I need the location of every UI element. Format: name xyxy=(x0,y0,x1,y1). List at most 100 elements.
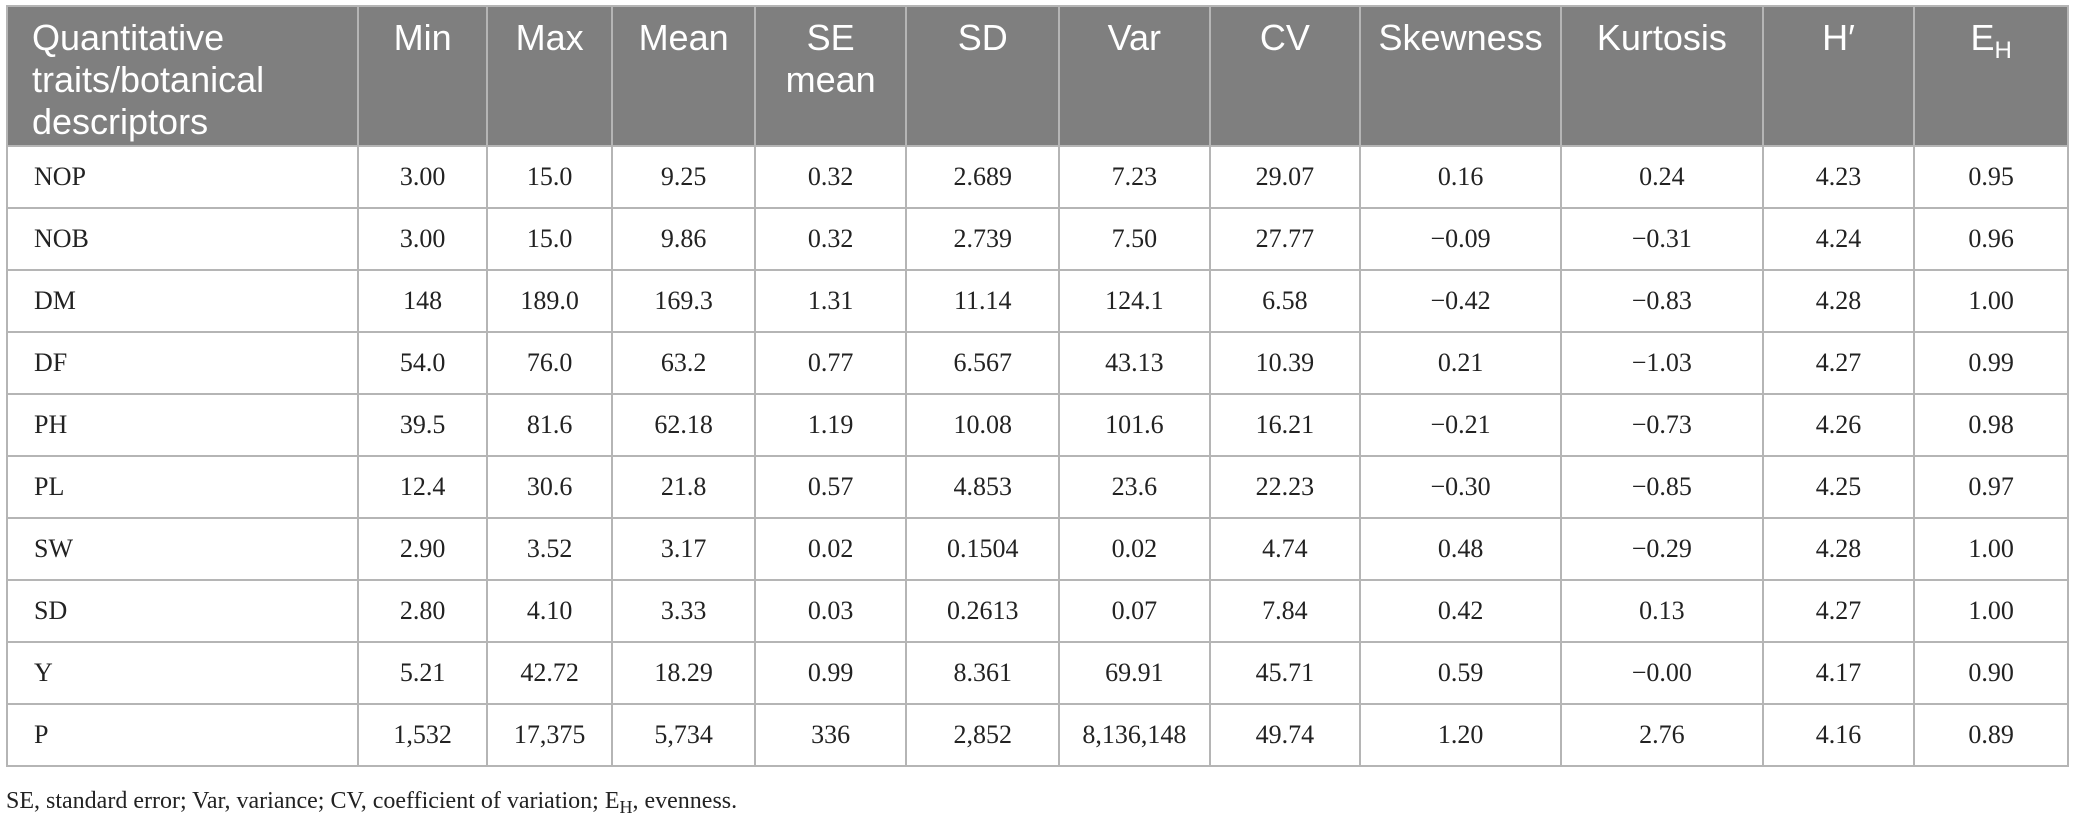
table-cell: 42.72 xyxy=(485,641,614,705)
table-cell: 0.03 xyxy=(753,579,908,643)
table-row: SD 2.80 4.10 3.33 0.03 0.2613 0.07 7.84 0.42 0.13… xyxy=(5,579,2069,643)
table-cell: 0.96 xyxy=(1913,207,2069,271)
header-row: Quantitative traits/botanical descriptor… xyxy=(5,5,2069,147)
table-cell: 54.0 xyxy=(357,331,488,395)
table-cell: 21.8 xyxy=(611,455,756,519)
table-cell: 23.6 xyxy=(1058,455,1211,519)
table-cell: 0.89 xyxy=(1913,703,2069,767)
col-header-skewness: Skewness xyxy=(1359,5,1562,147)
table-cell: 0.2613 xyxy=(905,579,1061,643)
table-cell: −0.00 xyxy=(1559,641,1764,705)
table-cell: 0.02 xyxy=(753,517,908,581)
table-cell: 76.0 xyxy=(485,331,614,395)
table-cell: 4.28 xyxy=(1761,269,1916,333)
table-cell: 0.32 xyxy=(753,207,908,271)
table-cell: 0.16 xyxy=(1359,145,1562,209)
table-cell: 62.18 xyxy=(611,393,756,457)
table-cell: 8.361 xyxy=(905,641,1061,705)
table-cell: 5.21 xyxy=(357,641,488,705)
table-cell: 0.99 xyxy=(1913,331,2069,395)
table-cell: 27.77 xyxy=(1208,207,1362,271)
table-cell: 10.39 xyxy=(1208,331,1362,395)
row-label-cell: DF xyxy=(5,331,360,395)
table-cell: 0.42 xyxy=(1359,579,1562,643)
table-cell: 0.07 xyxy=(1058,579,1211,643)
table-cell: −0.85 xyxy=(1559,455,1764,519)
table-cell: −0.09 xyxy=(1359,207,1562,271)
table-cell: 43.13 xyxy=(1058,331,1211,395)
row-label-cell: PL xyxy=(5,455,360,519)
table-cell: 15.0 xyxy=(485,145,614,209)
table-cell: 1.00 xyxy=(1913,579,2069,643)
table-cell: 0.48 xyxy=(1359,517,1562,581)
table-cell: 0.21 xyxy=(1359,331,1562,395)
table-cell: 4.25 xyxy=(1761,455,1916,519)
table-cell: 189.0 xyxy=(485,269,614,333)
row-label-cell: NOB xyxy=(5,207,360,271)
table-cell: 0.1504 xyxy=(905,517,1061,581)
table-cell: 0.99 xyxy=(753,641,908,705)
table-cell: 10.08 xyxy=(905,393,1061,457)
table-cell: 6.58 xyxy=(1208,269,1362,333)
table-cell: 2.689 xyxy=(905,145,1061,209)
col-header-sd: SD xyxy=(905,5,1061,147)
table-cell: 22.23 xyxy=(1208,455,1362,519)
table-cell: 17,375 xyxy=(485,703,614,767)
table-cell: 2,852 xyxy=(905,703,1061,767)
table-cell: 4.27 xyxy=(1761,579,1916,643)
table-cell: 169.3 xyxy=(611,269,756,333)
table-cell: −0.21 xyxy=(1359,393,1562,457)
col-header-mean: Mean xyxy=(611,5,756,147)
row-label-cell: PH xyxy=(5,393,360,457)
table-cell: 8,136,148 xyxy=(1058,703,1211,767)
table-cell: 81.6 xyxy=(485,393,614,457)
table-cell: −0.31 xyxy=(1559,207,1764,271)
row-label-cell: SD xyxy=(5,579,360,643)
table-cell: −0.30 xyxy=(1359,455,1562,519)
table-cell: 1.00 xyxy=(1913,269,2069,333)
row-label-cell: Y xyxy=(5,641,360,705)
table-cell: 18.29 xyxy=(611,641,756,705)
col-header-se-mean: SE mean xyxy=(753,5,908,147)
table-cell: 45.71 xyxy=(1208,641,1362,705)
table-cell: 4.26 xyxy=(1761,393,1916,457)
table-cell: 3.00 xyxy=(357,207,488,271)
table-cell: 0.77 xyxy=(753,331,908,395)
table-cell: 336 xyxy=(753,703,908,767)
col-header-max: Max xyxy=(485,5,614,147)
table-cell: 0.90 xyxy=(1913,641,2069,705)
table-cell: 2.90 xyxy=(357,517,488,581)
table-cell: 3.17 xyxy=(611,517,756,581)
table-cell: 4.74 xyxy=(1208,517,1362,581)
table-cell: 69.91 xyxy=(1058,641,1211,705)
table-cell: 5,734 xyxy=(611,703,756,767)
table-cell: 0.32 xyxy=(753,145,908,209)
table-row: PH 39.5 81.6 62.18 1.19 10.08 101.6 16.21 −0.21−… xyxy=(5,393,2069,457)
table-cell: 63.2 xyxy=(611,331,756,395)
table-cell: 0.98 xyxy=(1913,393,2069,457)
table-cell: 7.50 xyxy=(1058,207,1211,271)
table-body: NOP 3.00 15.0 9.25 0.32 2.689 7.23 29.07 0.16 0.2… xyxy=(5,145,2069,767)
row-label-cell: P xyxy=(5,703,360,767)
table-row: PL 12.4 30.6 21.8 0.57 4.853 23.6 22.23 −0.30 −0.… xyxy=(5,455,2069,519)
table-cell: 3.33 xyxy=(611,579,756,643)
table-footnote: SE, standard error; Var, variance; CV, c… xyxy=(6,788,738,817)
table-cell: 3.52 xyxy=(485,517,614,581)
table-cell: −0.29 xyxy=(1559,517,1764,581)
table-cell: 7.23 xyxy=(1058,145,1211,209)
table-cell: 3.00 xyxy=(357,145,488,209)
col-header-var: Var xyxy=(1058,5,1211,147)
col-header-evenness: EH xyxy=(1913,5,2069,147)
table-cell: 12.4 xyxy=(357,455,488,519)
table-cell: 9.25 xyxy=(611,145,756,209)
table-cell: 1.31 xyxy=(753,269,908,333)
table-cell: 15.0 xyxy=(485,207,614,271)
table-cell: 16.21 xyxy=(1208,393,1362,457)
table-cell: 124.1 xyxy=(1058,269,1211,333)
table-cell: 30.6 xyxy=(485,455,614,519)
table-cell: −0.42 xyxy=(1359,269,1562,333)
table-cell: 4.10 xyxy=(485,579,614,643)
table-cell: 4.28 xyxy=(1761,517,1916,581)
table-cell: 2.76 xyxy=(1559,703,1764,767)
col-header-cv: CV xyxy=(1208,5,1362,147)
